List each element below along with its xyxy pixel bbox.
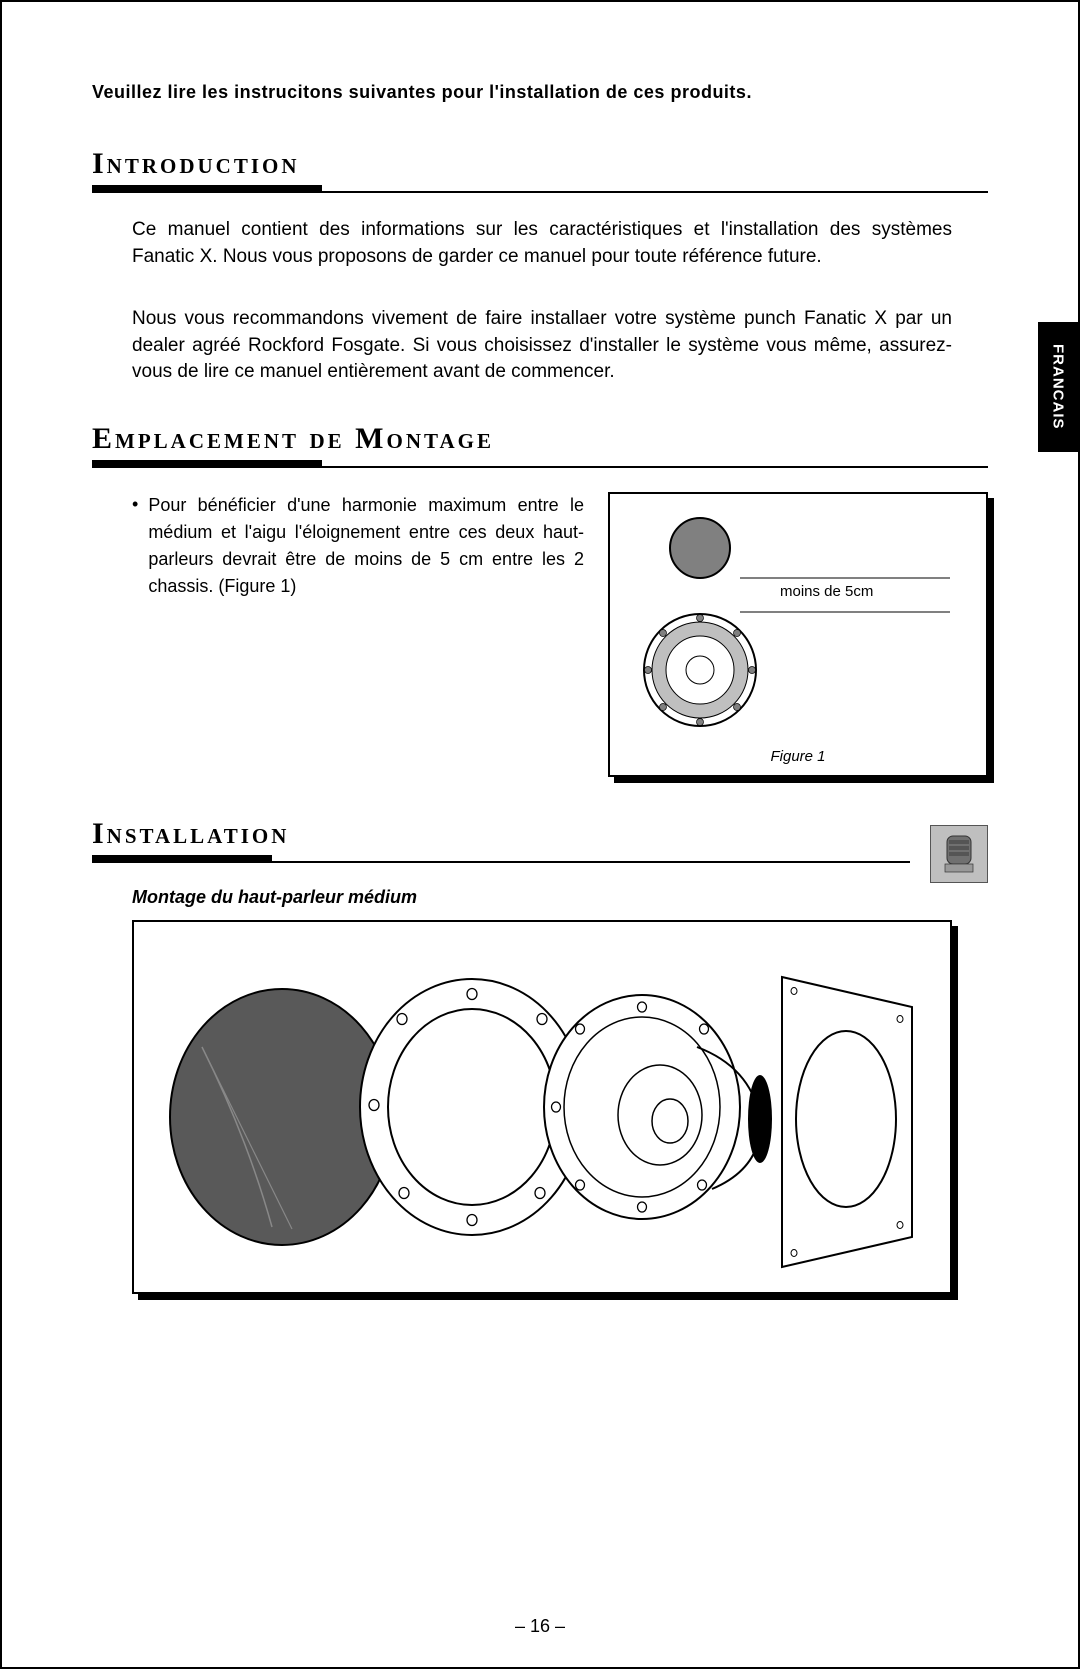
section-rule (92, 460, 988, 468)
installation-heading-row: Installation (92, 817, 988, 883)
figure-1-annotation: moins de 5cm (780, 583, 966, 600)
figure-2 (132, 920, 952, 1294)
installation-icon (930, 825, 988, 883)
page-number: – 16 – (2, 1616, 1078, 1637)
language-tab: FRANCAIS (1038, 322, 1078, 452)
mounting-row: • Pour bénéficier d'une harmonie maximum… (92, 492, 988, 777)
section-heading-mounting: Emplacement de Montage (92, 422, 988, 456)
manual-page: FRANCAIS Veuillez lire les instrucitons … (0, 0, 1080, 1669)
figure-2-svg (142, 932, 942, 1282)
mounting-bullet-text: Pour bénéficier d'une harmonie maximum e… (148, 492, 584, 600)
installation-subheading: Montage du haut-parleur médium (132, 887, 988, 908)
section-heading-introduction: Introduction (92, 147, 988, 181)
bullet-icon: • (132, 492, 138, 600)
mounting-bullet: • Pour bénéficier d'une harmonie maximum… (132, 492, 584, 600)
intro-paragraph-2: Nous vous recommandons vivement de faire… (132, 306, 952, 386)
intro-paragraph-1: Ce manuel contient des informations sur … (132, 217, 952, 270)
section-rule (92, 855, 910, 863)
figure-1-svg (630, 510, 970, 730)
section-heading-installation: Installation (92, 817, 910, 851)
speaker-mini-icon (939, 832, 979, 876)
instruction-line: Veuillez lire les instrucitons suivantes… (92, 82, 988, 103)
figure-1: moins de 5cm Figure 1 (608, 492, 988, 777)
section-rule (92, 185, 988, 193)
figure-1-caption: Figure 1 (630, 748, 966, 765)
